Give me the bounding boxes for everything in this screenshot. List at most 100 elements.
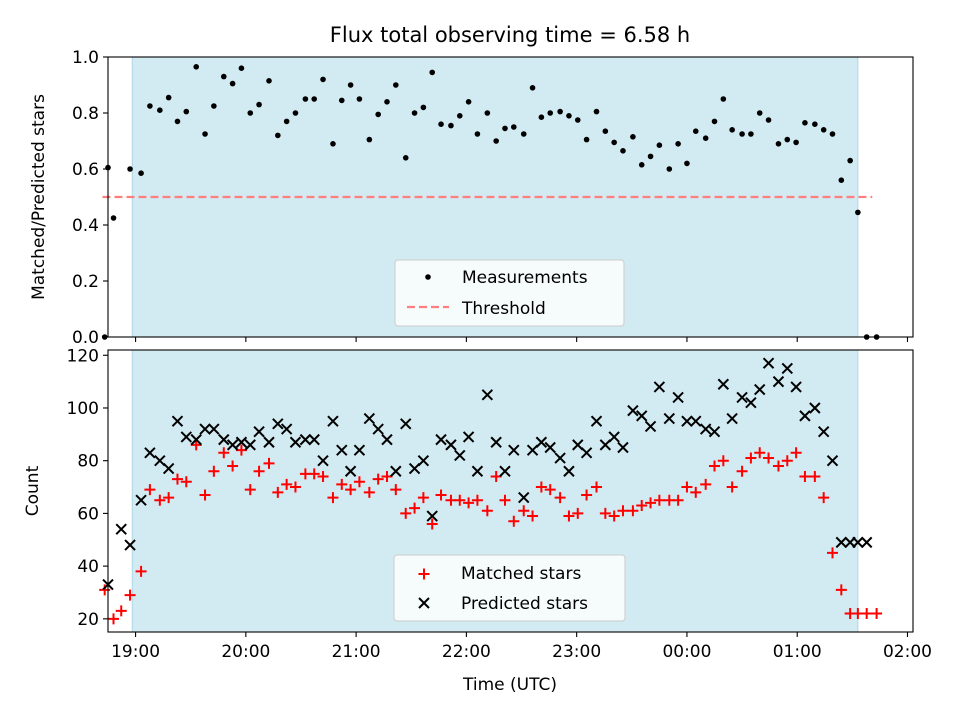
measurement-point (202, 131, 208, 137)
predicted-stars-point (162, 462, 175, 475)
predicted-stars-point (799, 410, 811, 422)
count-y-tick-label: 60 (77, 504, 99, 524)
x-tick-label: 00:00 (662, 642, 711, 662)
matched-stars-point (608, 510, 620, 522)
measurement-point (438, 121, 444, 127)
measurement-point (384, 99, 390, 105)
matched-stars-point (363, 486, 375, 498)
x-tick-label: 21:00 (332, 642, 381, 662)
predicted-stars-point (208, 423, 220, 435)
measurement-point (493, 138, 499, 144)
matched-stars-point (353, 476, 365, 488)
measurement-point (338, 97, 345, 104)
predicted-stars-point (717, 378, 730, 390)
measurement-point (138, 170, 144, 176)
measurement-point (765, 117, 772, 123)
predicted-stars-point (317, 454, 329, 467)
matched-stars-point (745, 452, 757, 464)
matched-stars-point (563, 510, 575, 522)
predicted-stars-point (171, 415, 184, 427)
measurement-point (127, 166, 133, 172)
matched-stars-point (827, 547, 838, 559)
predicted-stars-point (499, 465, 511, 477)
measurement-point (275, 132, 281, 139)
predicted-stars-point (708, 425, 721, 438)
matched-stars-point (154, 494, 166, 506)
measurement-point (465, 99, 472, 105)
matched-stars-point (835, 584, 847, 596)
measurement-point (630, 134, 636, 140)
predicted-stars-point (781, 362, 793, 375)
measurement-point (574, 117, 581, 123)
measurements-legend-label: Measurements (462, 268, 588, 288)
measurement-point (511, 124, 517, 130)
matched-stars-point (289, 481, 301, 493)
predicted-stars-point (508, 444, 520, 456)
measurement-point (802, 120, 808, 126)
matched-stars-point (180, 476, 192, 488)
x-tick-label: 23:00 (552, 642, 601, 662)
count-legend: Matched stars Predicted stars (393, 554, 626, 622)
measurement-point (429, 69, 436, 76)
matched-stars-point (144, 484, 156, 496)
measurement-point (666, 166, 673, 172)
x-tick-label: 02:00 (883, 642, 932, 662)
matched-stars-point (124, 589, 136, 601)
measurement-point (356, 96, 363, 102)
predicted-stars-point (726, 412, 738, 425)
count-panel: 20 40 60 80 100 120 19:00 20:00 21:00 22:00 23:00 0… (23, 346, 932, 662)
measurement-point (538, 114, 545, 120)
measurement-point (602, 128, 609, 134)
measurement-point (620, 148, 626, 154)
predicted-stars-point (253, 425, 265, 438)
matched-stars-point (809, 471, 821, 483)
matched-stars-point (781, 455, 793, 467)
predicted-stars-point (544, 441, 556, 454)
x-tick-label: 01:00 (773, 642, 822, 662)
matched-stars-point (700, 478, 712, 490)
predicted-stars-point (218, 433, 230, 446)
ratio-y-tick-label: 1.0 (72, 48, 99, 68)
matched-stars-point (481, 505, 493, 517)
measurement-point (656, 142, 663, 148)
matched-stars-point (518, 505, 530, 517)
matched-stars-point (253, 465, 265, 477)
measurement-point (174, 118, 181, 125)
predicted-stars-point (681, 415, 693, 427)
predicted-stars-point (235, 436, 248, 448)
predicted-stars-point (280, 423, 293, 435)
measurement-point (411, 110, 418, 116)
predicted-stars-point (445, 439, 457, 451)
measurement-point (448, 122, 454, 129)
measurement-point (320, 76, 326, 83)
measurement-point (292, 110, 299, 116)
count-y-tick-label: 80 (77, 452, 99, 472)
count-series-1 (102, 357, 873, 591)
predicted-stars-point (226, 439, 239, 451)
ratio-legend-box (394, 259, 625, 327)
measurement-point (647, 153, 654, 160)
matched-stars-point (490, 471, 502, 483)
matched-stars-point (409, 502, 421, 514)
predicted-stars-point (308, 433, 320, 446)
predicted-stars-point (627, 404, 639, 417)
measurement-point (547, 110, 553, 116)
measurement-point (838, 177, 845, 183)
predicted-stars-point (462, 431, 475, 443)
predicted-stars-point (636, 410, 648, 422)
matched-stars-point (426, 518, 438, 530)
predicted-stars-point (790, 381, 802, 393)
predicted-stars-point (124, 539, 136, 551)
matched-stars-point (572, 507, 584, 519)
predicted-stars-point (554, 452, 566, 464)
measurement-point (283, 118, 290, 125)
predicted-stars-point (526, 444, 539, 456)
matched-stars-point (263, 457, 275, 469)
measurement-point (748, 131, 754, 137)
measurement-point (812, 121, 818, 127)
predicted-stars-point (400, 418, 412, 430)
predicted-stars-point (454, 449, 466, 462)
measurement-point (847, 157, 853, 164)
predicted-stars-point (372, 423, 384, 435)
matched-stars-point (308, 468, 320, 480)
